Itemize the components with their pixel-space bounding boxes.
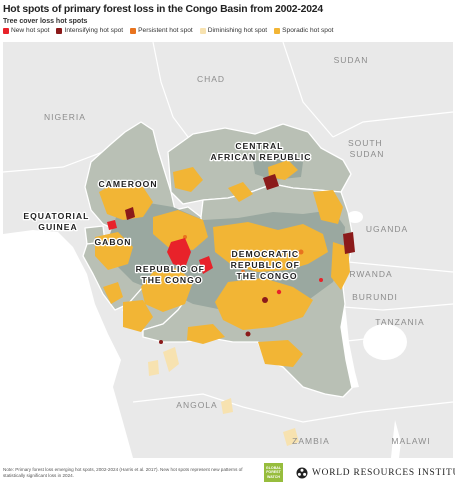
label-south-sudan-line-2: SUDAN	[350, 149, 385, 159]
label-sudan: SUDAN	[334, 55, 369, 65]
label-gabon: GABON	[95, 237, 132, 247]
map-title: Hot spots of primary forest loss in the …	[3, 4, 323, 15]
label-south-sudan-line-1: SOUTH	[348, 138, 383, 148]
label-car-line-1: CENTRAL	[235, 141, 283, 151]
legend-label-sporadic: Sporadic hot spot	[282, 27, 334, 34]
basin-country-labels: CENTRAL AFRICAN REPUBLIC CAMEROON EQUATO…	[22, 140, 312, 287]
legend: New hot spot Intensifying hot spot Persi…	[3, 27, 333, 34]
map-canvas: CHAD SUDAN NIGERIA SOUTH SUDAN UGANDA RW…	[3, 42, 453, 458]
label-burundi: BURUNDI	[352, 292, 398, 302]
lake-victoria	[363, 324, 407, 360]
legend-label-new: New hot spot	[11, 27, 50, 34]
label-tanzania: TANZANIA	[375, 317, 424, 327]
wri-globe-icon	[296, 467, 308, 479]
legend-item-sporadic: Sporadic hot spot	[274, 27, 333, 34]
label-eq-guinea-line-1: EQUATORIAL	[23, 211, 89, 221]
lake-tanganyika	[341, 304, 359, 388]
label-drc: DEMOCRATIC REPUBLIC OF THE CONGO	[231, 249, 304, 281]
label-south-sudan: SOUTH SUDAN	[348, 138, 386, 159]
sporadic-hotspots	[95, 160, 350, 367]
footer-note: Note: Primary forest loss emerging hot s…	[3, 467, 243, 478]
legend-swatch-diminishing	[199, 27, 206, 34]
label-drc-line-1: DEMOCRATIC	[232, 249, 300, 259]
intensifying-hotspots	[125, 174, 355, 344]
outside-country-labels: CHAD SUDAN NIGERIA SOUTH SUDAN UGANDA RW…	[44, 55, 430, 446]
map[interactable]: CHAD SUDAN NIGERIA SOUTH SUDAN UGANDA RW…	[3, 42, 453, 458]
label-drc-line-2: REPUBLIC OF	[231, 260, 300, 270]
legend-swatch-sporadic	[274, 27, 281, 34]
legend-item-intensifying: Intensifying hot spot	[56, 27, 123, 34]
label-central-african-republic: CENTRAL AFRICAN REPUBLIC	[211, 141, 312, 162]
gfw-line-2: FOREST	[266, 470, 281, 475]
label-car-line-2: AFRICAN REPUBLIC	[211, 152, 312, 162]
label-uganda: UGANDA	[366, 224, 408, 234]
global-forest-watch-logo: GLOBAL FOREST WATCH	[264, 463, 283, 482]
legend-title: Tree cover loss hot spots	[3, 18, 88, 25]
persistent-hotspots	[183, 235, 304, 275]
legend-item-new: New hot spot	[3, 27, 49, 34]
label-republic-of-the-congo: REPUBLIC OF THE CONGO	[136, 264, 209, 285]
label-roc-line-1: REPUBLIC OF	[136, 264, 205, 274]
legend-item-persistent: Persistent hot spot	[130, 27, 193, 34]
label-equatorial-guinea: EQUATORIAL GUINEA	[23, 211, 92, 232]
gfw-line-3: WATCH	[267, 474, 280, 479]
label-cameroon: CAMEROON	[98, 179, 157, 189]
legend-swatch-persistent	[130, 27, 137, 34]
wri-logo: WORLD RESOURCES INSTITUTE	[296, 467, 455, 479]
diminishing-hotspots	[148, 347, 299, 446]
new-hotspots	[107, 220, 323, 295]
wri-name: WORLD RESOURCES INSTITUTE	[312, 468, 455, 478]
gfw-line-1: GLOBAL	[265, 466, 282, 471]
label-zambia: ZAMBIA	[292, 436, 330, 446]
lake-albert	[347, 211, 363, 223]
lake-malawi	[391, 420, 401, 458]
legend-swatch-new	[3, 27, 9, 34]
legend-label-intensifying: Intensifying hot spot	[64, 27, 124, 34]
label-roc-line-2: THE CONGO	[141, 275, 202, 285]
legend-label-persistent: Persistent hot spot	[138, 27, 193, 34]
label-drc-line-3: THE CONGO	[236, 271, 297, 281]
legend-item-diminishing: Diminishing hot spot	[199, 27, 268, 34]
label-angola: ANGOLA	[176, 400, 217, 410]
legend-label-diminishing: Diminishing hot spot	[207, 27, 268, 34]
label-malawi: MALAWI	[391, 436, 430, 446]
legend-swatch-intensifying	[56, 27, 63, 34]
label-eq-guinea-line-2: GUINEA	[38, 222, 77, 232]
label-chad: CHAD	[197, 74, 225, 84]
label-nigeria: NIGERIA	[44, 112, 86, 122]
label-rwanda: RWANDA	[349, 269, 392, 279]
